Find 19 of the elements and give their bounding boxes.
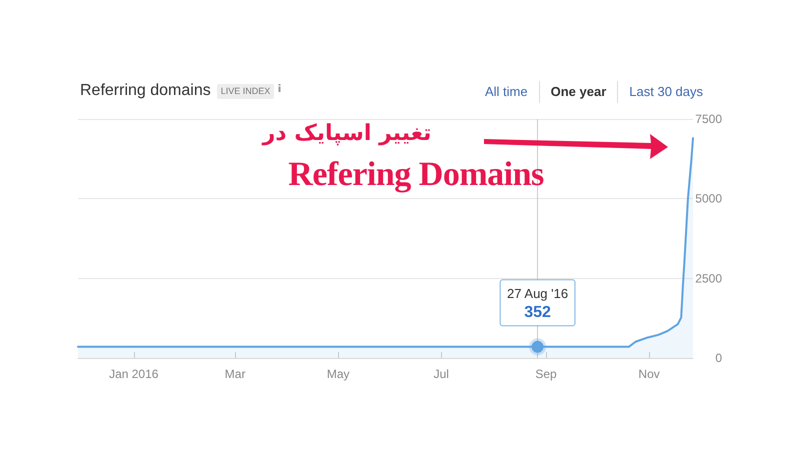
x-tick-label: May: [326, 367, 350, 381]
data-label: 352: [524, 304, 552, 321]
y-tick-label: 5000: [695, 192, 722, 206]
chart-title: Referring domains: [80, 81, 211, 101]
annotation: 27 Aug '16: [507, 286, 568, 301]
text: One year: [538, 81, 618, 103]
x-tick-label: Jan 2016: [109, 367, 159, 381]
y-tick-label: 2500: [695, 271, 722, 286]
x-tick-label: Mar: [224, 367, 246, 381]
x-tick-label: Jul: [434, 367, 449, 381]
annotation: Refering Domains: [287, 155, 545, 195]
chart-subtitle: LIVE INDEX: [216, 84, 274, 98]
annotation: تغییر اسپایک در: [260, 120, 432, 148]
x-tick-label: Nov: [638, 367, 660, 381]
text: Last 30 days: [617, 81, 703, 103]
x-tick-label: Sep: [535, 367, 558, 381]
y-tick-label: 7500: [695, 112, 722, 126]
text: All time: [484, 83, 529, 101]
y-tick-label: 0: [715, 351, 722, 365]
